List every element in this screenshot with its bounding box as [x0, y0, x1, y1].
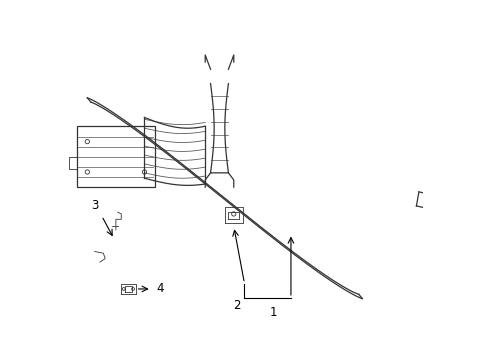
Text: 1: 1: [269, 306, 276, 319]
Text: 2: 2: [233, 298, 241, 311]
Text: 4: 4: [157, 283, 164, 296]
Text: 3: 3: [91, 198, 98, 212]
